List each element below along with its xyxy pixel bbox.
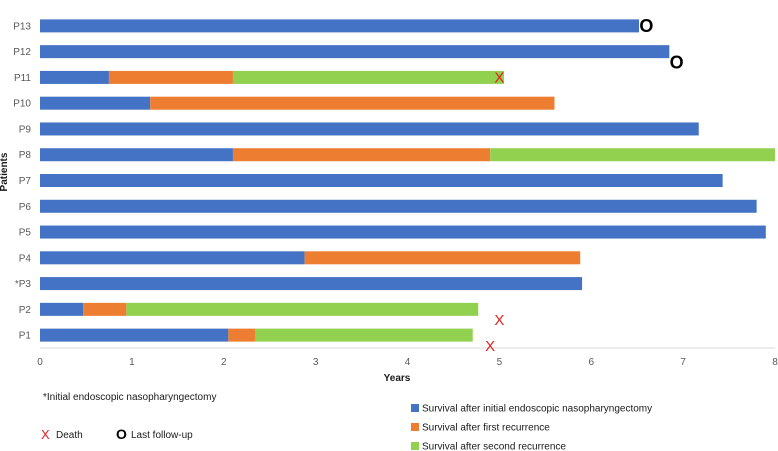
y-category-label: P8	[19, 150, 32, 161]
marker-legend: X Death O Last follow-up	[41, 426, 193, 442]
bar-p6-series-1	[40, 199, 757, 213]
last-follow-up-marker-p13: O	[639, 16, 653, 36]
bar-p1-series-3	[254, 328, 473, 342]
bar-p5-series-1	[40, 225, 766, 239]
death-marker-p2: X	[494, 312, 504, 329]
bar-p1-series-1	[40, 328, 229, 342]
last-follow-up-marker-p12: O	[670, 52, 684, 72]
x-tick-label: 5	[497, 357, 503, 368]
y-category-label: P11	[14, 73, 31, 84]
bar-p11-series-2	[108, 70, 233, 84]
x-axis-title: Years	[384, 373, 411, 384]
y-category-label: P6	[19, 202, 32, 213]
y-axis-title: Patients	[0, 152, 10, 191]
y-category-label: P7	[19, 176, 32, 187]
legend-label-series-1: Survival after initial endoscopic nasoph…	[422, 404, 652, 415]
x-tick-label: 3	[313, 357, 319, 368]
x-tick-label: 0	[37, 357, 43, 368]
bar-p4-series-2	[304, 251, 581, 265]
bar-p4-series-1	[40, 251, 305, 265]
x-tick-label: 6	[588, 357, 594, 368]
legend-label-series-3: Survival after second recurrence	[422, 442, 566, 451]
y-category-label: P5	[19, 228, 32, 239]
y-category-label: P4	[19, 253, 32, 264]
y-category-label: P10	[13, 99, 31, 110]
bar-p2-series-1	[40, 302, 84, 316]
legend-swatch-series-3	[411, 442, 419, 450]
death-marker-p11: X	[494, 69, 504, 86]
bar-p11-series-1	[40, 70, 109, 84]
death-legend-label: Death	[56, 430, 83, 441]
bar-p13-series-1	[40, 19, 640, 33]
bar-p9-series-1	[40, 122, 699, 136]
death-marker-p1: X	[485, 338, 495, 355]
y-category-label: P9	[19, 124, 32, 135]
x-tick-label: 4	[405, 357, 411, 368]
bars-layer	[40, 19, 775, 342]
legend-label-series-2: Survival after first recurrence	[422, 423, 550, 434]
series-legend: Survival after initial endoscopic nasoph…	[411, 404, 652, 451]
bar-p12-series-1	[40, 45, 670, 59]
y-category-label: P1	[19, 331, 32, 342]
bar-p10-series-2	[150, 96, 555, 110]
y-category-label: P12	[13, 47, 31, 58]
legend-swatch-series-1	[411, 404, 419, 412]
y-category-label: *P3	[15, 279, 32, 290]
last-follow-up-legend-symbol: O	[116, 426, 127, 442]
bar-p8-series-1	[40, 148, 233, 162]
bar-p8-series-3	[490, 148, 775, 162]
x-tick-label: 8	[772, 357, 778, 368]
x-tick-label: 2	[221, 357, 227, 368]
legend-swatch-series-2	[411, 423, 419, 431]
bar-p8-series-2	[232, 148, 491, 162]
bar-p1-series-2	[228, 328, 255, 342]
footnote-text: *Initial endoscopic nasopharyngectomy	[43, 392, 216, 403]
bar-p10-series-1	[40, 96, 151, 110]
bar-p2-series-2	[83, 302, 127, 316]
x-tick-label: 1	[129, 357, 135, 368]
bar-p3-series-1	[40, 277, 583, 291]
bar-p2-series-3	[126, 302, 479, 316]
death-legend-symbol: X	[41, 427, 50, 442]
bar-p11-series-3	[232, 70, 504, 84]
y-category-label: P13	[13, 21, 31, 32]
last-follow-up-legend-label: Last follow-up	[131, 430, 193, 441]
x-tick-labels: 0 1 2 3 4 5 6 7 8	[37, 357, 778, 368]
y-category-label: P2	[19, 305, 32, 316]
x-tick-label: 7	[680, 357, 686, 368]
y-category-labels: P1 P2 *P3 P4 P5 P6 P7 P8 P9 P10 P11 P12 P13	[13, 21, 31, 341]
bar-p7-series-1	[40, 174, 723, 187]
